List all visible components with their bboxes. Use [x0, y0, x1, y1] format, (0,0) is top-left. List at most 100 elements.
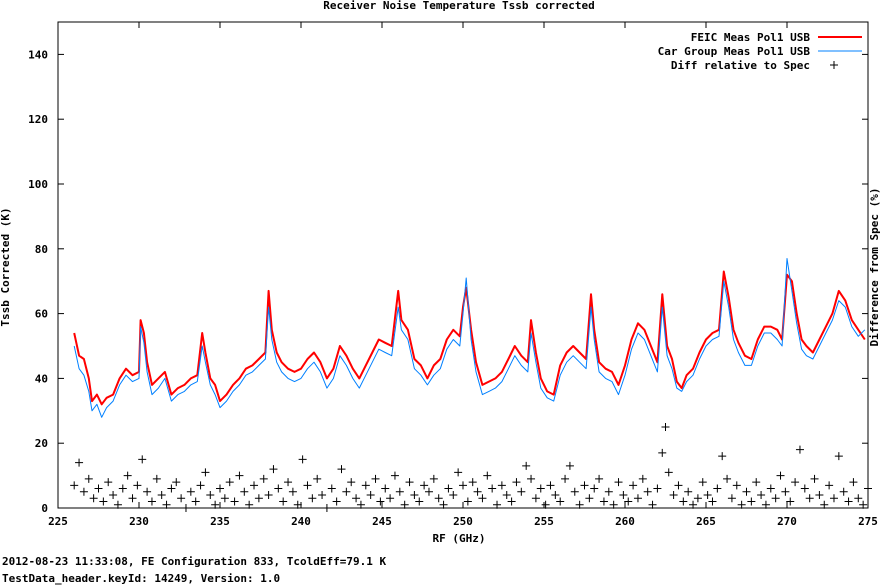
diff-point: [211, 500, 220, 509]
diff-point: [825, 481, 834, 490]
diff-point: [128, 494, 137, 503]
diff-point: [854, 494, 863, 503]
diff-point: [279, 497, 288, 506]
y-tick-label: 80: [35, 243, 48, 256]
diff-point: [288, 487, 297, 496]
diff-point: [727, 494, 736, 503]
x-tick-label: 250: [453, 515, 473, 528]
diff-point: [619, 491, 628, 500]
diff-point: [468, 478, 477, 487]
diff-point: [79, 487, 88, 496]
diff-point: [834, 452, 843, 461]
diff-point: [371, 474, 380, 483]
diff-point: [661, 423, 670, 431]
diff-point: [502, 491, 511, 500]
diff-point: [250, 481, 259, 490]
diff-point: [849, 478, 858, 487]
diff-point: [220, 494, 229, 503]
diff-point: [718, 452, 727, 461]
diff-point: [157, 491, 166, 500]
diff-point: [118, 484, 127, 493]
diff-point: [313, 474, 322, 483]
diff-point: [191, 497, 200, 506]
diff-point: [497, 481, 506, 490]
diff-point: [747, 497, 756, 506]
diff-point: [512, 478, 521, 487]
diff-point: [488, 484, 497, 493]
diff-point: [274, 484, 283, 493]
diff-point: [463, 497, 472, 506]
y-tick-label: 140: [28, 48, 48, 61]
diff-point: [604, 487, 613, 496]
diff-point: [599, 497, 608, 506]
diff-point: [864, 484, 872, 493]
diff-point: [386, 494, 395, 503]
diff-point: [551, 491, 560, 500]
diff-point: [776, 471, 785, 480]
x-tick-label: 230: [129, 515, 149, 528]
diff-point: [713, 484, 722, 493]
diff-point: [75, 458, 84, 467]
plot-border: [57, 21, 869, 509]
diff-point: [415, 497, 424, 506]
diff-point: [162, 500, 171, 509]
diff-point: [196, 481, 205, 490]
diff-point: [429, 474, 438, 483]
x-axis-label: RF (GHz): [433, 532, 486, 545]
diff-point: [674, 481, 683, 490]
diff-point: [308, 494, 317, 503]
y2-axis-label: Difference from Spec (%): [868, 188, 881, 347]
diff-point: [570, 487, 579, 496]
diff-point: [230, 497, 239, 506]
diff-point: [424, 487, 433, 496]
diff-point: [109, 491, 118, 500]
y-tick-label: 0: [41, 502, 48, 515]
diff-point: [390, 471, 399, 480]
diff-point: [820, 500, 829, 509]
diff-point: [732, 481, 741, 490]
diff-point: [225, 478, 234, 487]
diff-point: [410, 491, 419, 500]
diff-point: [565, 461, 574, 470]
diff-point: [327, 484, 336, 493]
diff-point: [361, 481, 370, 490]
footer-testdata-line: TestData_header.keyId: 14249, Version: 1…: [2, 572, 281, 585]
diff-point: [737, 500, 746, 509]
diff-point: [293, 500, 302, 509]
diff-point: [693, 494, 702, 503]
diff-point: [795, 445, 804, 454]
diff-point: [742, 487, 751, 496]
diff-point: [322, 504, 331, 512]
diff-point: [264, 491, 273, 500]
diff-point: [376, 497, 385, 506]
diff-point: [800, 484, 809, 493]
diff-point: [527, 474, 536, 483]
diff-point: [643, 487, 652, 496]
diff-point: [269, 465, 278, 474]
diff-point: [815, 491, 824, 500]
footer-config-line: 2012-08-23 11:33:08, FE Configuration 83…: [2, 555, 387, 568]
x-tick-label: 240: [291, 515, 311, 528]
diff-point: [459, 481, 467, 490]
y-axis-label: Tssb Corrected (K): [0, 207, 12, 326]
diff-point: [381, 484, 390, 493]
diff-point: [703, 491, 712, 500]
x-tick-label: 270: [777, 515, 797, 528]
diff-point: [84, 474, 93, 483]
y-tick-label: 20: [35, 437, 48, 450]
x-tick-label: 225: [48, 515, 68, 528]
diff-point: [298, 455, 307, 464]
diff-point: [624, 497, 633, 506]
y-tick-label: 60: [35, 308, 48, 321]
diff-point: [829, 494, 838, 503]
diff-point: [104, 478, 113, 487]
legend-label-2: Diff relative to Spec: [671, 59, 810, 72]
diff-point: [172, 478, 181, 487]
diff-point: [507, 497, 516, 506]
diff-point: [444, 484, 453, 493]
legend-label-1: Car Group Meas Pol1 USB: [658, 45, 811, 58]
diff-point: [284, 478, 293, 487]
legend-label-0: FEIC Meas Pol1 USB: [691, 31, 811, 44]
